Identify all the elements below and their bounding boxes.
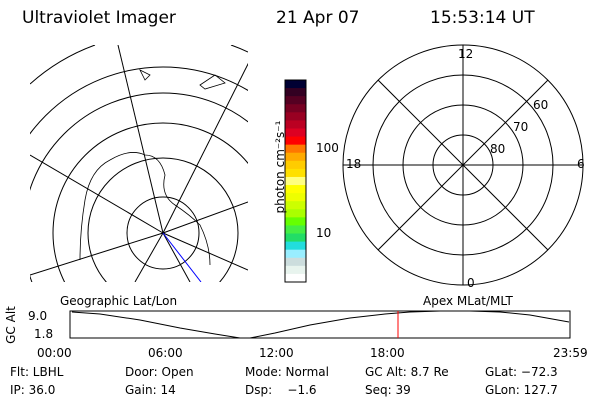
x-tick-3: 18:00 <box>370 346 405 360</box>
colorbar <box>285 80 306 283</box>
status-door: Door: Open <box>125 365 194 379</box>
colorbar-tick-10: 10 <box>316 226 332 240</box>
colorbar-segment <box>285 176 306 186</box>
mlt-label-18: 18 <box>346 157 362 171</box>
colorbar-segment <box>285 201 306 210</box>
colorbar-segment <box>285 152 306 162</box>
y-tick-1.8: 1.8 <box>34 327 54 341</box>
colorbar-segment <box>285 217 306 226</box>
colorbar-segment <box>285 136 306 146</box>
y-tick-9: 9.0 <box>28 309 48 323</box>
mlt-label-0: 0 <box>467 276 475 290</box>
x-tick-4: 23:59 <box>553 346 588 360</box>
colorbar-segment <box>285 193 306 202</box>
status-filter: Flt: LBHL <box>10 365 64 379</box>
colorbar-segment <box>285 160 306 170</box>
colorbar-segment <box>285 209 306 218</box>
colorbar-unit-label: photon cm⁻²s⁻¹ <box>273 120 287 214</box>
colorbar-segment <box>285 185 306 194</box>
mlt-label-6: 6 <box>577 157 585 171</box>
colorbar-segment <box>285 257 306 267</box>
colorbar-segment <box>285 88 306 97</box>
status-dsp: Dsp: −1.6 <box>245 383 317 397</box>
colorbar-segment <box>285 104 306 113</box>
timeline-ylabel: GC Alt <box>3 306 18 344</box>
lat-label-80: 80 <box>490 142 506 156</box>
geographic-map <box>30 45 248 282</box>
lat-label-70: 70 <box>513 120 529 134</box>
status-mode: Mode: Normal <box>245 365 329 379</box>
colorbar-segment <box>285 241 306 251</box>
mlt-map-label: Apex MLat/MLT <box>423 294 513 308</box>
colorbar-segment <box>285 249 306 259</box>
x-tick-2: 12:00 <box>259 346 294 360</box>
geo-map-label: Geographic Lat/Lon <box>60 294 178 308</box>
colorbar-segment <box>285 128 306 138</box>
mlt-label-12: 12 <box>458 47 474 61</box>
status-gc-alt: GC Alt: 8.7 Re <box>365 365 449 379</box>
instrument-title: Ultraviolet Imager <box>22 8 176 28</box>
satellite-track <box>162 232 202 282</box>
status-glon: GLon: 127.7 <box>485 383 558 397</box>
colorbar-segment <box>285 120 306 129</box>
x-tick-1: 06:00 <box>148 346 183 360</box>
x-tick-0: 00:00 <box>37 346 72 360</box>
time-label: 15:53:14 UT <box>430 8 535 28</box>
status-gain: Gain: 14 <box>125 383 176 397</box>
colorbar-segment <box>285 265 306 275</box>
colorbar-segment <box>285 96 306 105</box>
date-label: 21 Apr 07 <box>276 8 360 28</box>
status-seq: Seq: 39 <box>365 383 411 397</box>
timeline-plot <box>69 310 571 339</box>
mlt-polar-grid <box>342 44 584 286</box>
colorbar-segment <box>285 112 306 121</box>
status-ip: IP: 36.0 <box>10 383 56 397</box>
colorbar-segment <box>285 273 306 283</box>
colorbar-segment <box>285 168 306 178</box>
colorbar-segment <box>285 225 306 235</box>
lat-label-60: 60 <box>533 98 549 112</box>
colorbar-segment <box>285 144 306 154</box>
colorbar-segment <box>285 233 306 243</box>
status-glat: GLat: −72.3 <box>485 365 558 379</box>
colorbar-segment <box>285 80 306 89</box>
colorbar-tick-100: 100 <box>316 141 339 155</box>
